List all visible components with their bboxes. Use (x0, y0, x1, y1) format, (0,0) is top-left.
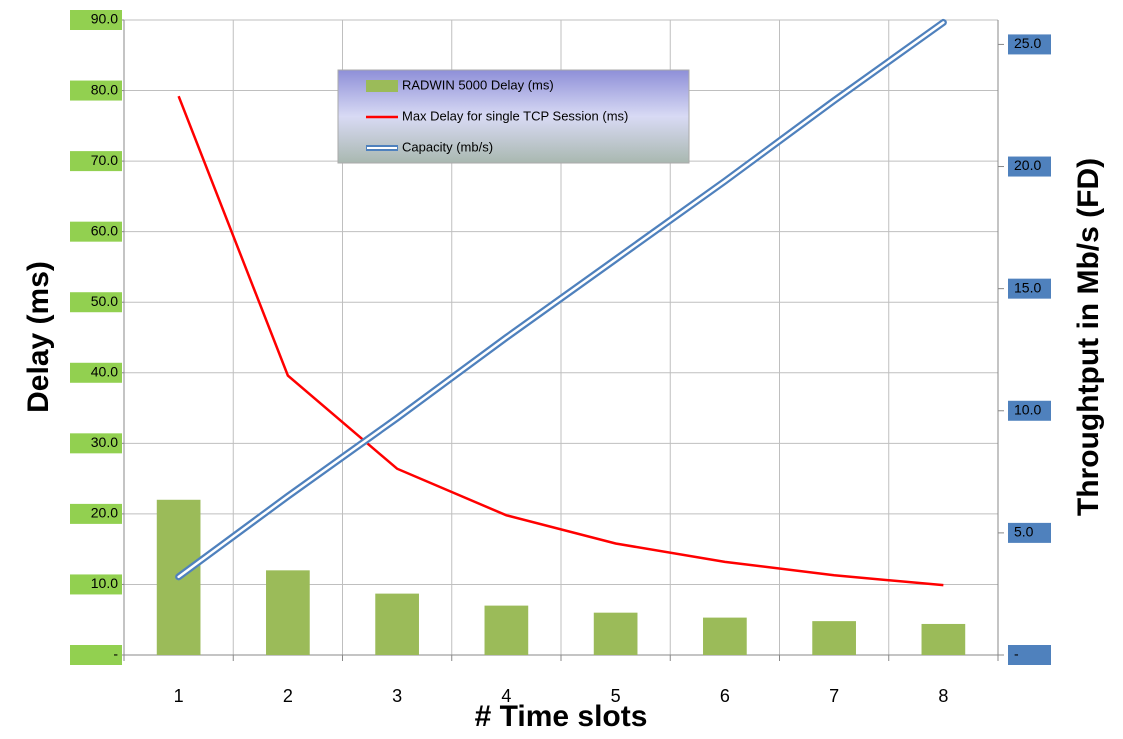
x-tick-label: 3 (392, 686, 402, 706)
y-tick-label: 30.0 (91, 434, 118, 450)
bar (593, 612, 638, 655)
y-tick-box (70, 362, 122, 383)
y-tick-label: 60.0 (91, 222, 118, 238)
y-tick-box (70, 10, 122, 30)
y2-tick-label: 10.0 (1014, 401, 1041, 417)
y-tick-label: 90.0 (91, 11, 118, 27)
y2-tick-box (1008, 645, 1051, 665)
legend-label: Capacity (mb/s) (402, 139, 493, 154)
y-tick-box (70, 221, 122, 242)
x-tick-label: 6 (720, 686, 730, 706)
legend-swatch (366, 80, 398, 92)
x-tick-label: 5 (611, 686, 621, 706)
y-tick-box (70, 292, 122, 313)
bar (484, 605, 529, 655)
y-tick-label: - (113, 646, 118, 662)
y-tick-label: 50.0 (91, 293, 118, 309)
y2-tick-box (1008, 278, 1051, 299)
y2-tick-box (1008, 400, 1051, 421)
y2-tick-box (1008, 522, 1051, 543)
y2-tick-label: 5.0 (1014, 524, 1034, 540)
y-tick-label: 80.0 (91, 81, 118, 97)
y2-tick-label: 25.0 (1014, 35, 1041, 51)
y-tick-box (70, 503, 122, 524)
y-tick-box (70, 574, 122, 595)
y-tick-box (70, 645, 122, 665)
x-tick-label: 4 (501, 686, 511, 706)
line-series-inner (177, 21, 945, 579)
y2-tick-label: 20.0 (1014, 157, 1041, 173)
y-tick-label: 40.0 (91, 363, 118, 379)
y-tick-label: 70.0 (91, 152, 118, 168)
x-tick-label: 7 (829, 686, 839, 706)
y-tick-box (70, 433, 122, 454)
x-tick-label: 1 (174, 686, 184, 706)
legend-label: Max Delay for single TCP Session (ms) (402, 108, 628, 123)
x-axis-title: # Time slots (475, 700, 648, 733)
y2-tick-label: - (1014, 646, 1019, 662)
bar (812, 621, 856, 655)
bar (703, 617, 747, 655)
bar (921, 623, 966, 655)
y2-tick-box (1008, 156, 1051, 177)
x-tick-label: 2 (283, 686, 293, 706)
bar (266, 570, 310, 655)
y-tick-label: 10.0 (91, 575, 118, 591)
y-tick-box (70, 80, 122, 101)
y-axis-title: Delay (ms) (22, 261, 55, 413)
y-tick-label: 20.0 (91, 505, 118, 521)
y2-tick-box (1008, 34, 1051, 55)
x-tick-label: 8 (938, 686, 948, 706)
bar (375, 593, 419, 655)
legend-label: RADWIN 5000 Delay (ms) (402, 77, 554, 92)
y-tick-box (70, 151, 122, 172)
y2-axis-title: Throughtput in Mb/s (FD) (1072, 158, 1105, 516)
line-series (177, 95, 944, 587)
y2-tick-label: 15.0 (1014, 279, 1041, 295)
